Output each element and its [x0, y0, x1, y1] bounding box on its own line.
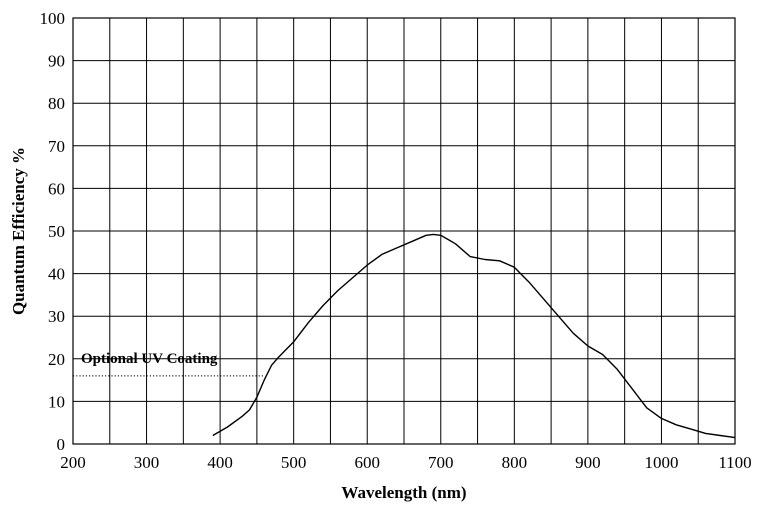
x-tick-label: 400: [207, 453, 233, 472]
x-tick-label: 800: [502, 453, 528, 472]
y-tick-label: 0: [57, 435, 66, 454]
y-tick-label: 30: [48, 307, 65, 326]
y-axis-title: Quantum Efficiency %: [9, 147, 28, 315]
y-tick-label: 80: [48, 94, 65, 113]
x-tick-label: 1000: [644, 453, 678, 472]
y-tick-label: 100: [40, 9, 66, 28]
plot-frame: [72, 17, 736, 445]
y-tick-label: 40: [48, 265, 65, 284]
x-tick-label: 500: [281, 453, 307, 472]
x-axis-title: Wavelength (nm): [341, 483, 466, 502]
y-tick-label: 20: [48, 350, 65, 369]
x-tick-label: 1100: [718, 453, 751, 472]
x-tick-label: 600: [354, 453, 380, 472]
y-tick-label: 90: [48, 52, 65, 71]
y-tick-label: 50: [48, 222, 65, 241]
x-tick-label: 200: [60, 453, 86, 472]
quantum-efficiency-line: [212, 233, 736, 439]
x-tick-labels: 200 300 400 500 600 700 800 900 1000 1100: [60, 453, 751, 472]
y-tick-labels: 0 10 20 30 40 50 60 70 80 90 100: [40, 9, 66, 454]
x-tick-label: 300: [134, 453, 160, 472]
y-tick-label: 60: [48, 179, 65, 198]
uv-coating-annotation: Optional UV Coating: [81, 351, 218, 367]
y-tick-label: 10: [48, 392, 65, 411]
x-tick-label: 700: [428, 453, 454, 472]
x-tick-label: 900: [575, 453, 601, 472]
grid: [72, 17, 736, 445]
y-tick-label: 70: [48, 137, 65, 156]
